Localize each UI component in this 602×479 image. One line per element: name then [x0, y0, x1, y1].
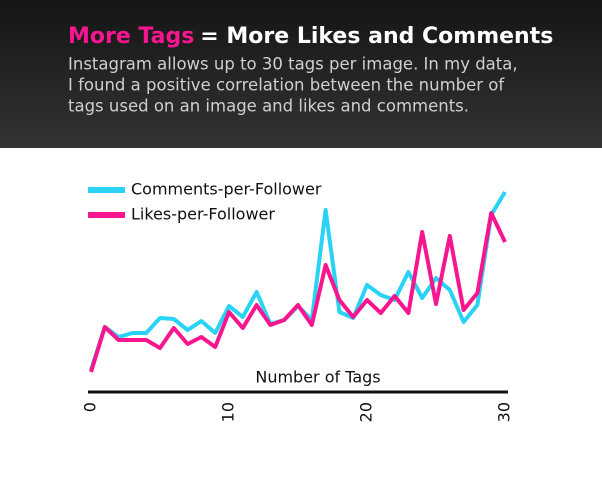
legend-swatch: [88, 212, 125, 218]
chart-title: More Tags = More Likes and Comments: [68, 24, 553, 49]
subtitle-line: I found a positive correlation between t…: [68, 76, 505, 95]
x-tick-label: 30: [495, 402, 514, 422]
legend-swatch: [88, 187, 125, 193]
x-tick-label: 10: [219, 402, 238, 422]
title-rest: = More Likes and Comments: [200, 24, 553, 49]
header-bg: [0, 0, 602, 148]
legend-label: Comments-per-Follower: [131, 180, 322, 199]
series-line: [89, 211, 507, 373]
legend-label: Likes-per-Follower: [131, 205, 275, 224]
x-tick-label: 20: [357, 402, 376, 422]
subtitle-line: Instagram allows up to 30 tags per image…: [68, 55, 518, 74]
x-axis-label: Number of Tags: [255, 368, 380, 387]
title-highlight: More Tags: [68, 24, 194, 49]
subtitle-line: tags used on an image and likes and comm…: [68, 97, 469, 116]
x-tick-label: 0: [81, 402, 100, 412]
